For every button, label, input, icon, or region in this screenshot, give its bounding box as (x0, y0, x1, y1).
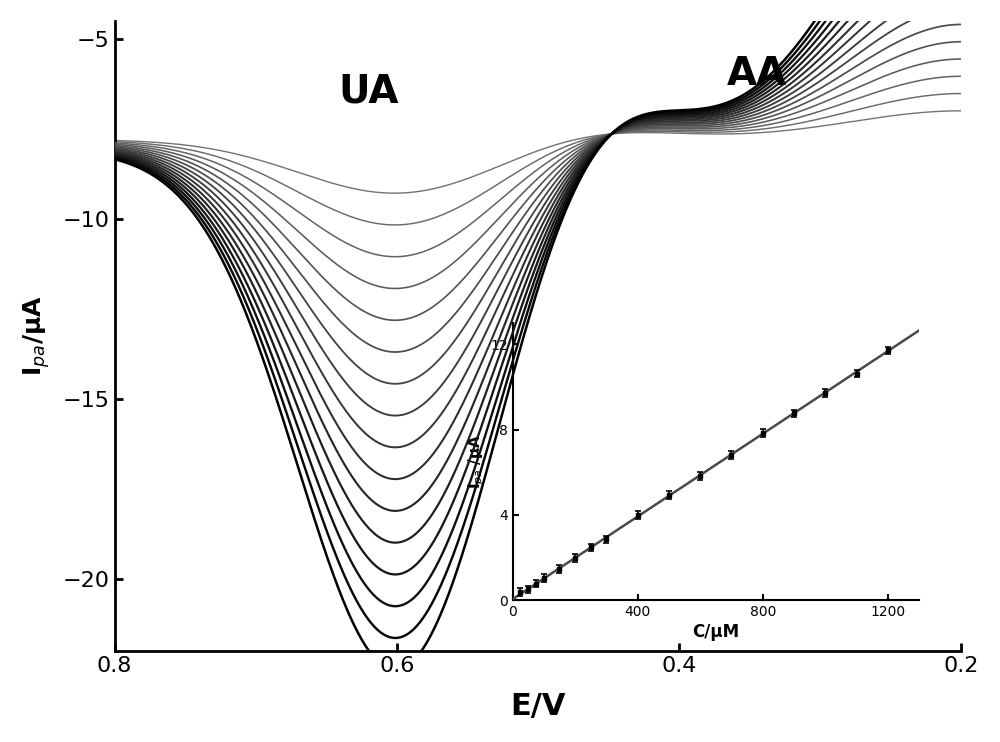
Text: AA: AA (727, 55, 787, 93)
Text: UA: UA (338, 73, 399, 111)
Y-axis label: I$_{pa}$/μA: I$_{pa}$/μA (21, 295, 52, 376)
X-axis label: E/V: E/V (510, 692, 566, 721)
